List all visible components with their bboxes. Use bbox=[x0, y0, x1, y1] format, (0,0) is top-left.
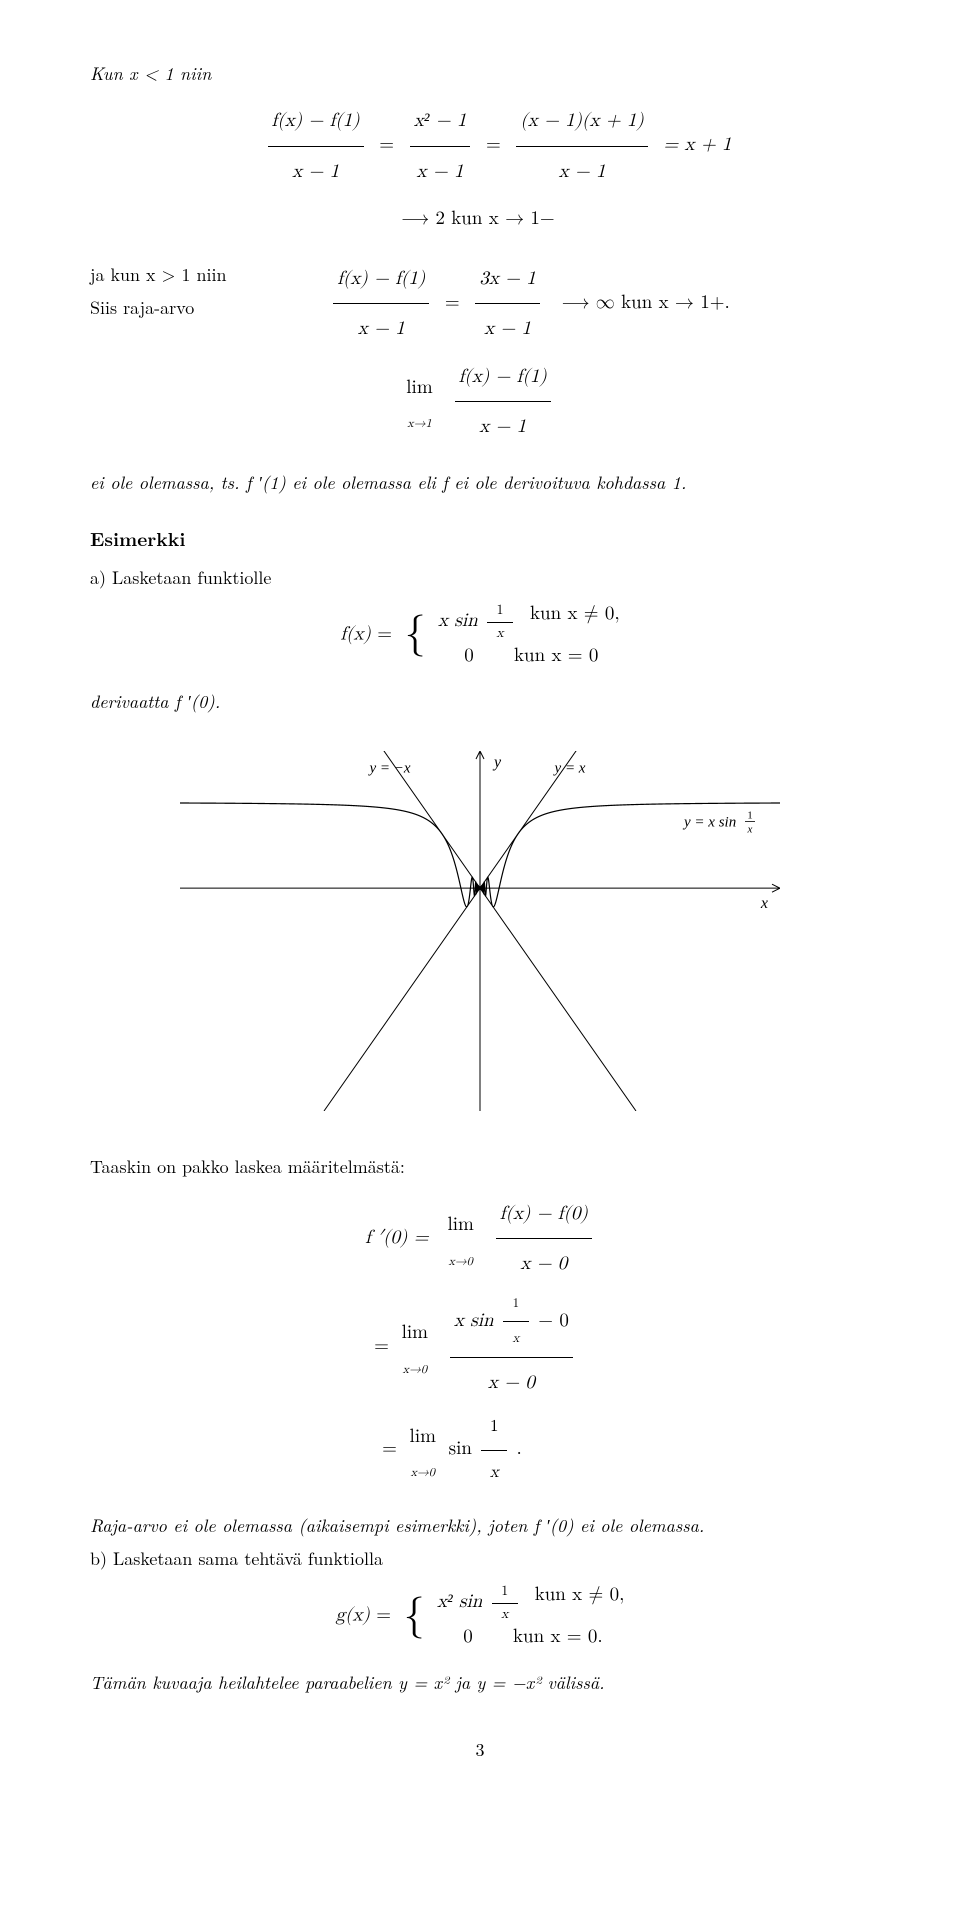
svg-text:x: x bbox=[760, 895, 768, 912]
plot-svg: y = −x y = x y x y = x sin 1 x bbox=[180, 751, 780, 1111]
eq: f(x) − f(0) bbox=[496, 1190, 592, 1240]
eq: 1 bbox=[492, 1582, 518, 1604]
para-b: b) Lasketaan sama tehtävä funktiolla bbox=[90, 1545, 870, 1572]
para-intro-1: Kun x < 1 niin bbox=[90, 60, 870, 87]
text: Kun x < 1 niin bbox=[90, 61, 211, 86]
eq: 1 bbox=[481, 1406, 507, 1451]
eq: x − 1 bbox=[475, 304, 539, 353]
eq: x sin bbox=[438, 611, 478, 630]
eq: x² sin bbox=[437, 1592, 482, 1611]
svg-text:y = x sin: y = x sin bbox=[682, 814, 736, 830]
text: Esimerkki bbox=[90, 524, 185, 552]
eq-block-fprime0: f ′(0) = limx→0 f(x) − f(0)x − 0 = limx→… bbox=[90, 1190, 870, 1495]
eq: f(x) − f(1) bbox=[333, 255, 429, 305]
eq: 0 bbox=[437, 1624, 499, 1651]
eq-block-1: f(x) − f(1)x − 1 = x² − 1x − 1 = (x − 1)… bbox=[90, 97, 870, 243]
svg-text:1: 1 bbox=[747, 809, 753, 821]
text: derivaatta f ′(0). bbox=[90, 689, 220, 714]
eq: x bbox=[481, 1451, 507, 1495]
text: a) Lasketaan funktiolle bbox=[90, 565, 271, 590]
eq: sin bbox=[449, 1439, 472, 1458]
eq: ⟶ ∞ kun x → 1+. bbox=[562, 293, 730, 312]
eq: x bbox=[487, 623, 513, 644]
eq: f(x) − f(1) bbox=[268, 97, 364, 147]
eq: x→0 bbox=[410, 1458, 436, 1488]
text: ja kun x > 1 niin bbox=[90, 262, 227, 287]
eq: x − 1 bbox=[410, 147, 471, 196]
eq-piecewise-f: f(x) = { x sin 1x kun x ≠ 0, 0 kun x = 0 bbox=[90, 601, 870, 670]
eq: x² − 1 bbox=[410, 97, 471, 147]
eq: kun x = 0 bbox=[514, 643, 598, 670]
eq: x→0 bbox=[402, 1355, 428, 1385]
eq: x − 1 bbox=[333, 304, 429, 353]
eq: f(x) − f(1) bbox=[455, 353, 551, 403]
para-a: a) Lasketaan funktiolle bbox=[90, 564, 870, 591]
text: b) Lasketaan sama tehtävä funktiolla bbox=[90, 1546, 383, 1571]
eq: . bbox=[517, 1439, 522, 1458]
eq: lim bbox=[406, 364, 432, 412]
eq: x − 1 bbox=[268, 147, 364, 196]
eq: lim bbox=[447, 1201, 473, 1249]
para-taaskin: Taaskin on pakko laskea määritelmästä: bbox=[90, 1153, 870, 1180]
para-kuvaaja: Tämän kuvaaja heilahtelee paraabelien y … bbox=[90, 1669, 870, 1696]
eq: (x − 1)(x + 1) bbox=[516, 97, 647, 147]
eq: kun x ≠ 0, bbox=[535, 1582, 625, 1624]
eq: x − 0 bbox=[496, 1239, 592, 1288]
text: Raja-arvo ei ole olemassa (aikaisempi es… bbox=[90, 1513, 704, 1538]
eq: x bbox=[492, 1604, 518, 1625]
text: Tämän kuvaaja heilahtelee paraabelien y … bbox=[90, 1670, 605, 1695]
eq: 3x − 1 bbox=[475, 255, 539, 305]
eq: 1 bbox=[503, 1288, 529, 1323]
eq: kun x ≠ 0, bbox=[530, 601, 620, 643]
eq: x sin bbox=[454, 1311, 494, 1330]
svg-text:y: y bbox=[492, 754, 502, 771]
para-not-exist: ei ole olemassa, ts. f ′(1) ei ole olema… bbox=[90, 469, 870, 496]
heading-esimerkki: Esimerkki bbox=[90, 524, 870, 553]
text: 3 bbox=[476, 1737, 485, 1762]
text: Taaskin on pakko laskea määritelmästä: bbox=[90, 1154, 405, 1179]
page-number: 3 bbox=[90, 1736, 870, 1763]
text: Siis raja-arvo bbox=[90, 295, 194, 320]
para-raja-arvo: Raja-arvo ei ole olemassa (aikaisempi es… bbox=[90, 1512, 870, 1539]
eq: x − 0 bbox=[450, 1358, 573, 1407]
svg-text:y = x: y = x bbox=[553, 760, 586, 776]
eq: 0 bbox=[438, 643, 500, 670]
eq: = x + 1 bbox=[663, 135, 731, 154]
eq: − 0 bbox=[538, 1311, 569, 1330]
eq: x→0 bbox=[447, 1247, 473, 1277]
svg-text:y = −x: y = −x bbox=[367, 760, 410, 776]
figure-xsin1x: y = −x y = x y x y = x sin 1 x bbox=[90, 751, 870, 1117]
eq: x→1 bbox=[406, 409, 432, 439]
eq: x − 1 bbox=[455, 402, 551, 451]
eq: x − 1 bbox=[516, 147, 647, 196]
eq: f ′(0) = bbox=[365, 1228, 428, 1247]
text: ei ole olemassa, ts. f ′(1) ei ole olema… bbox=[90, 470, 686, 495]
eq: lim bbox=[410, 1413, 436, 1461]
svg-text:x: x bbox=[747, 823, 753, 835]
eq: kun x = 0. bbox=[513, 1624, 603, 1651]
eq: 1 bbox=[487, 601, 513, 623]
eq: lim bbox=[402, 1309, 428, 1357]
para-derivative: derivaatta f ′(0). bbox=[90, 688, 870, 715]
eq-piecewise-g: g(x) = { x² sin 1x kun x ≠ 0, 0 kun x = … bbox=[90, 1582, 870, 1651]
eq: ⟶ 2 kun x → 1− bbox=[401, 209, 554, 228]
eq: x bbox=[503, 1322, 529, 1356]
